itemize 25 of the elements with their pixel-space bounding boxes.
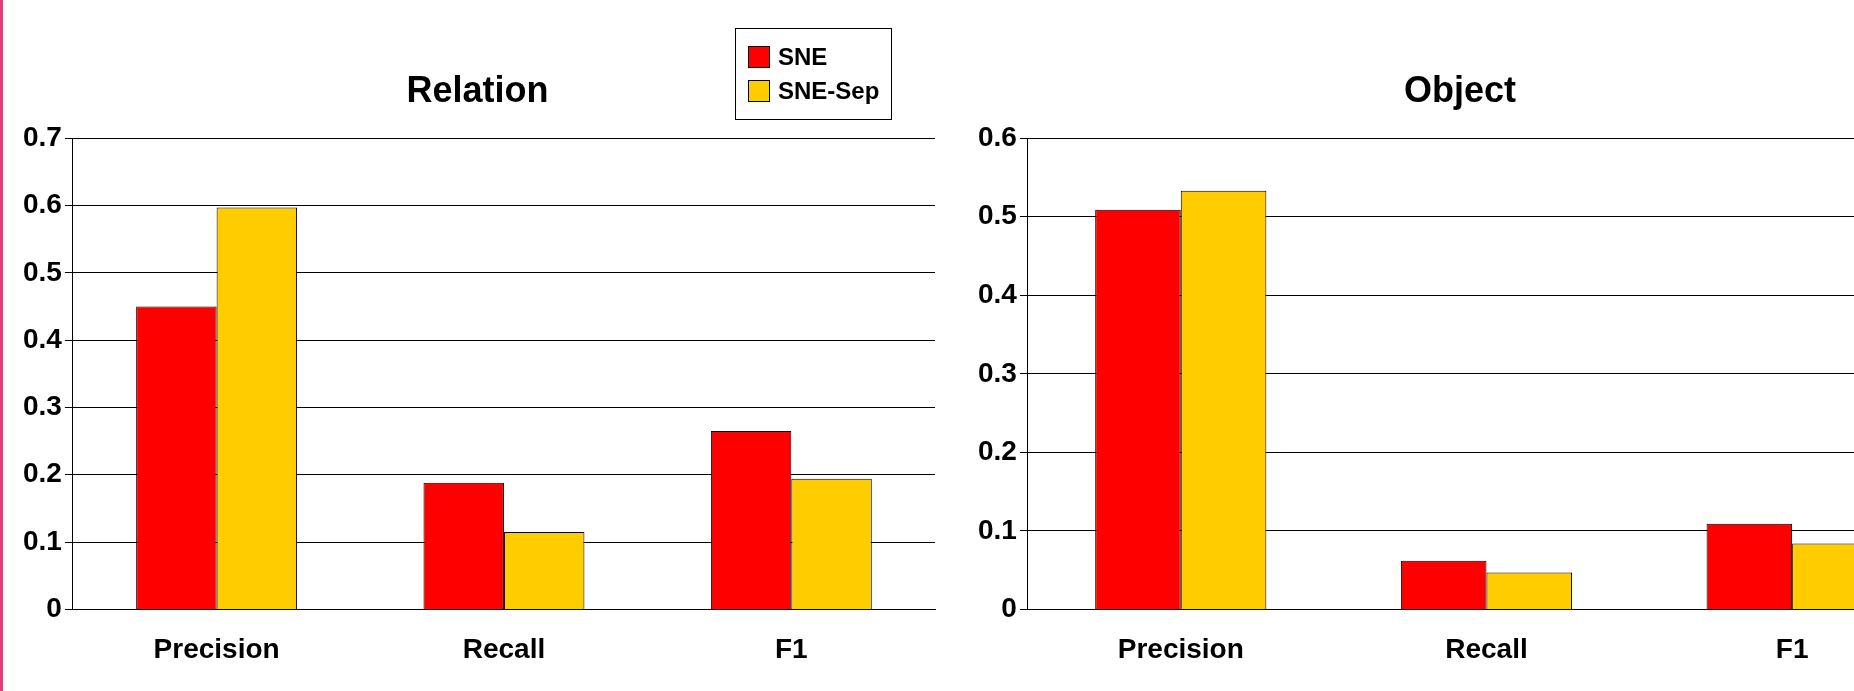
y-tick-label: 0.4 bbox=[22, 322, 63, 354]
x-tick-label: F1 bbox=[1775, 632, 1809, 664]
legend-label: SNE bbox=[778, 43, 828, 71]
x-tick-label: Precision bbox=[1117, 632, 1244, 664]
y-tick-label: 0.4 bbox=[977, 277, 1018, 309]
chart-title: Object bbox=[1403, 68, 1517, 110]
x-tick-label: Recall bbox=[462, 632, 546, 664]
y-tick-label: 0.1 bbox=[977, 513, 1017, 545]
y-tick-label: 0.2 bbox=[977, 435, 1017, 467]
x-tick-label: F1 bbox=[774, 632, 808, 664]
y-tick-label: 0.5 bbox=[977, 199, 1017, 231]
y-tick-label: 0.6 bbox=[22, 188, 62, 220]
y-tick-label: 0 bbox=[46, 592, 62, 624]
x-tick-label: Recall bbox=[1445, 632, 1528, 664]
y-tick-label: 0.5 bbox=[22, 255, 62, 287]
y-tick-label: 0.3 bbox=[977, 356, 1017, 388]
y-tick-label: 0.3 bbox=[22, 390, 62, 422]
x-tick-label: Precision bbox=[153, 632, 280, 664]
y-tick-label: 0.1 bbox=[22, 524, 62, 556]
y-tick-label: 0.7 bbox=[22, 120, 62, 152]
chart-title: Relation bbox=[406, 68, 549, 110]
legend-label: SNE-Sep bbox=[778, 77, 880, 105]
y-tick-label: 0 bbox=[1001, 592, 1017, 624]
y-tick-label: 0.6 bbox=[977, 120, 1017, 152]
y-tick-label: 0.2 bbox=[22, 457, 62, 489]
